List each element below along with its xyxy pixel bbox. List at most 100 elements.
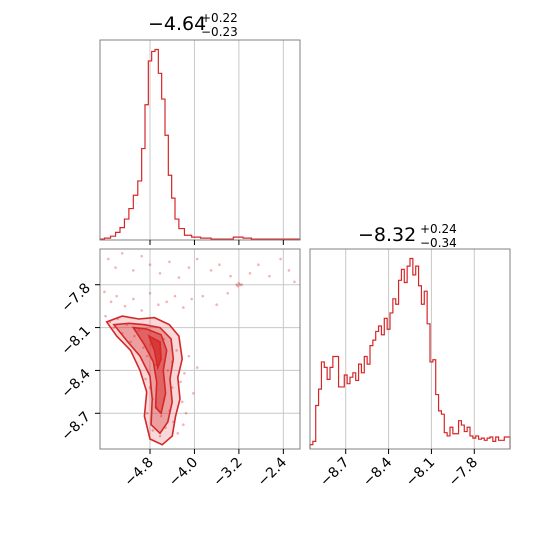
hist-1-bin	[179, 229, 185, 240]
hist-2-bin	[484, 440, 487, 449]
hist-2-bin	[350, 377, 353, 449]
hist-2-bin	[419, 286, 422, 449]
scatter-ytick-label: −8.4	[58, 366, 93, 401]
hist-2-bin	[464, 432, 467, 449]
scatter-point	[229, 274, 232, 278]
hist-2-frame	[309, 248, 511, 450]
scatter-point	[123, 304, 127, 308]
title-hist-1: −4.64	[148, 13, 206, 35]
scatter-point	[142, 346, 145, 349]
scatter-point	[182, 423, 185, 427]
scatter-point	[190, 297, 193, 301]
scatter-xtick-label: −3.2	[210, 455, 245, 490]
scatter-point	[192, 391, 195, 395]
scatter-point	[165, 300, 168, 304]
scatter-point	[287, 269, 291, 272]
histogram-panel-1	[99, 39, 301, 245]
scatter-point	[159, 414, 163, 418]
scatter-point	[114, 266, 117, 269]
hist-2-xtick-label: −8.4	[360, 454, 395, 489]
hist-2-bin	[356, 380, 359, 449]
scatter-point	[103, 290, 106, 294]
hist-2-bin	[499, 440, 502, 449]
scatter-point	[148, 291, 152, 295]
scatter-point	[257, 263, 260, 267]
scatter-point	[195, 257, 199, 261]
title-hist-1-plus: +0.22	[201, 11, 238, 25]
scatter-point	[112, 326, 116, 329]
hist-2-bin	[456, 434, 459, 449]
hist-2-bin	[381, 335, 384, 449]
hist-2-bin	[327, 379, 330, 449]
hist-2-bin	[479, 439, 482, 449]
hist-2-bin	[379, 326, 382, 449]
hist-2-bin	[404, 282, 407, 449]
hist-2-bin	[501, 440, 504, 449]
scatter-point	[238, 283, 242, 287]
hist-2-bin	[390, 313, 393, 449]
scatter-xtick-label: −4.8	[121, 455, 156, 490]
scatter-point	[175, 349, 178, 352]
histogram-panel-2: −8.7 −8.4 −8.1 −7.8	[309, 248, 511, 490]
scatter-point	[109, 300, 113, 304]
scatter-xtick-label: −2.4	[255, 454, 290, 489]
hist-2-bin	[410, 259, 413, 449]
hist-2-bin	[396, 304, 399, 449]
title-hist-1-minus: −0.23	[201, 25, 238, 39]
scatter-point	[129, 340, 132, 344]
hist-2-bin	[504, 437, 510, 449]
hist-1-bin	[120, 228, 124, 240]
hist-2-bin	[399, 280, 402, 449]
hist-2-bin	[393, 299, 396, 449]
scatter-point	[140, 254, 143, 258]
scatter-point	[115, 294, 118, 298]
scatter-point	[184, 411, 188, 415]
scatter-point	[182, 306, 185, 309]
hist-2-bin	[447, 436, 450, 449]
scatter-point	[218, 263, 221, 267]
scatter-point	[145, 411, 149, 415]
scatter-point	[236, 284, 240, 288]
scatter-point	[151, 429, 155, 432]
scatter-point	[132, 297, 135, 301]
hist-2-bin	[384, 318, 387, 449]
scatter-panel: −4.8 −4.0 −3.2 −2.4 −7.8 −8.1 −8.4 −8.7	[58, 248, 301, 490]
hist-2-xtick-label: −8.1	[403, 455, 438, 490]
scatter-point	[148, 263, 152, 267]
scatter-frame	[99, 248, 301, 450]
scatter-point	[173, 294, 177, 298]
hist-2-bin	[376, 331, 379, 449]
hist-1-bin	[152, 51, 155, 240]
hist-1-frame	[99, 39, 301, 241]
scatter-point	[176, 431, 180, 435]
scatter-point	[187, 266, 191, 269]
scatter-ytick-label: −8.7	[58, 409, 93, 444]
hist-1-bin	[129, 209, 133, 240]
scatter-point	[132, 269, 135, 272]
hist-2-bin	[339, 387, 342, 449]
hist-1-bin	[133, 195, 137, 240]
hist-2-xtick-label: −8.7	[317, 455, 352, 490]
hist-2-step-line	[309, 257, 511, 449]
scatter-point	[209, 269, 213, 272]
hist-2-bin	[367, 364, 370, 449]
scatter-point	[240, 283, 243, 287]
hist-1-bin	[116, 232, 120, 240]
scatter-point	[120, 251, 124, 255]
hist-1-step-line	[99, 48, 301, 240]
hist-1-bin	[155, 50, 158, 240]
scatter-point	[248, 271, 252, 275]
hist-2-xtick-label: −7.8	[446, 455, 481, 490]
contour-level-4	[147, 334, 162, 371]
scatter-xtick-label: −4.0	[166, 455, 201, 490]
scatter-point	[158, 271, 162, 275]
hist-2-bin	[333, 356, 336, 449]
scatter-point	[166, 369, 170, 372]
scatter-point	[279, 257, 282, 261]
hist-1-bin	[184, 235, 191, 240]
scatter-point	[158, 434, 162, 438]
hist-2-bin	[401, 269, 404, 449]
scatter-point	[133, 334, 136, 338]
scatter-point	[215, 303, 218, 307]
hist-2-bin	[373, 340, 376, 449]
